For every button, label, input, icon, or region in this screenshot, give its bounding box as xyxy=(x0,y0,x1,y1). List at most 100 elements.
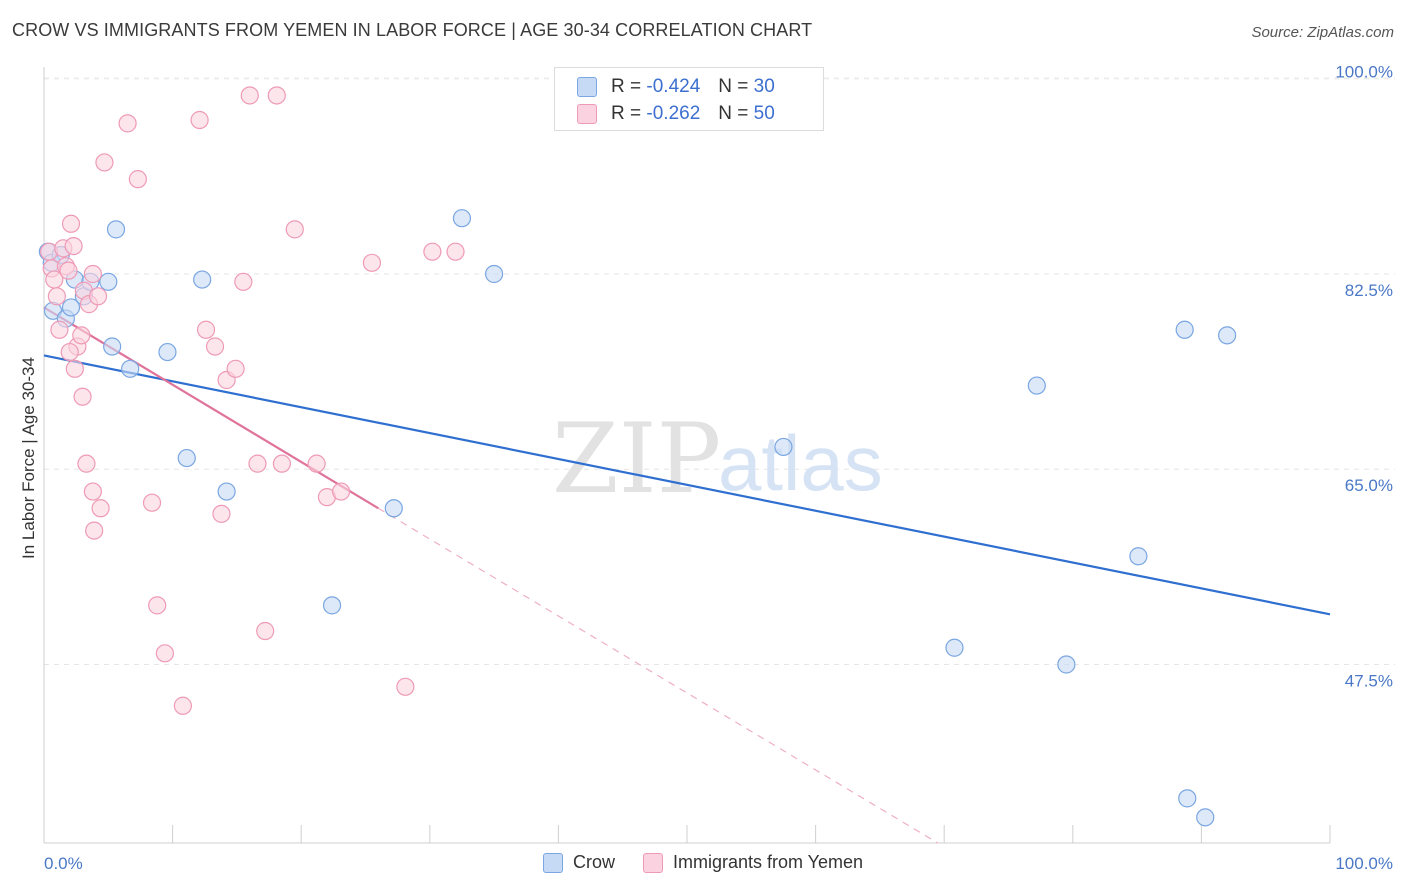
yemen-point xyxy=(190,110,209,130)
yemen-point xyxy=(205,337,225,356)
legend-n-value-crow: 30 xyxy=(753,76,775,97)
swatch-yemen xyxy=(642,852,663,873)
yemen-point xyxy=(212,504,231,523)
legend-r-label: R = xyxy=(611,103,642,124)
crow-point xyxy=(1027,376,1046,395)
crow-point xyxy=(1057,655,1076,674)
yemen-point xyxy=(61,214,81,233)
yemen-point xyxy=(72,326,91,345)
crow-point xyxy=(485,264,504,284)
yemen-point xyxy=(226,359,245,378)
yemen-point xyxy=(331,482,351,501)
yemen-point xyxy=(64,236,83,256)
legend-label-yemen: Immigrants from Yemen xyxy=(672,852,864,872)
legend-swatch-crow xyxy=(577,77,597,97)
legend-item-yemen: Immigrants from Yemen xyxy=(642,852,864,873)
legend-n-label: N = xyxy=(718,76,749,97)
yemen-point xyxy=(85,521,104,540)
source-label: Source: ZipAtlas.com xyxy=(1251,24,1394,41)
legend-item-crow: Crow xyxy=(542,852,615,873)
yemen-point xyxy=(362,253,382,272)
legend-n-value-yemen: 50 xyxy=(753,103,775,124)
crow-point xyxy=(452,209,472,228)
yemen-point xyxy=(307,454,326,473)
yemen-point xyxy=(77,454,96,473)
crow-point xyxy=(322,596,342,615)
crow-point xyxy=(61,298,81,317)
crow-point xyxy=(1175,320,1194,339)
watermark: ZIP atlas xyxy=(552,403,883,515)
yemen-point xyxy=(196,320,216,339)
crow-trend-line xyxy=(43,354,1331,616)
legend-r-value-yemen: -0.262 xyxy=(646,103,701,124)
crow-point xyxy=(103,337,122,356)
legend-n-label: N = xyxy=(718,103,749,124)
crow-point xyxy=(774,437,793,457)
crow-point xyxy=(945,638,964,657)
axes xyxy=(43,67,1331,844)
yemen-point xyxy=(91,499,110,518)
crow-point xyxy=(158,342,177,362)
yemen-point xyxy=(148,596,167,615)
yemen-point xyxy=(234,272,253,291)
y-axis-label: In Labor Force | Age 30-34 xyxy=(19,357,38,559)
chart-title: CROW VS IMMIGRANTS FROM YEMEN IN LABOR F… xyxy=(12,20,813,40)
yemen-point xyxy=(128,170,147,189)
yemen-point xyxy=(88,287,108,306)
yemen-point xyxy=(248,454,267,473)
y-tick-label: 82.5% xyxy=(1345,281,1393,300)
crow-point xyxy=(1129,547,1148,566)
legend-r-value-crow: -0.424 xyxy=(646,76,701,97)
y-tick-labels: 47.5% 65.0% 82.5% 100.0% xyxy=(1335,63,1393,691)
y-tick-label: 47.5% xyxy=(1345,671,1393,690)
crow-point xyxy=(177,448,196,468)
x-tick-label-max: 100.0% xyxy=(1335,854,1393,873)
crow-point xyxy=(217,482,236,501)
trend-lines xyxy=(43,306,1331,844)
yemen-point xyxy=(83,264,102,284)
y-tick-label: 65.0% xyxy=(1345,476,1393,495)
grid-lines xyxy=(44,77,1395,665)
yemen-point xyxy=(95,153,114,172)
yemen-point xyxy=(73,387,92,406)
x-tick-labels: 0.0% 100.0% xyxy=(44,854,1393,873)
yemen-point xyxy=(240,86,259,105)
yemen-trend-extension xyxy=(378,507,939,844)
yemen-point xyxy=(396,677,415,696)
legend-swatch-yemen xyxy=(577,104,597,124)
correlation-legend: R = -0.424 N = 30 R = -0.262 N = 50 xyxy=(554,67,824,131)
yemen-point xyxy=(173,696,192,715)
crow-point xyxy=(1178,789,1197,808)
crow-point xyxy=(99,272,118,291)
yemen-point xyxy=(446,242,465,261)
legend-row-yemen: R = -0.262 N = 50 xyxy=(577,102,775,126)
yemen-point xyxy=(285,220,304,239)
swatch-crow xyxy=(542,852,563,873)
yemen-point xyxy=(142,493,162,512)
legend-r-label: R = xyxy=(611,76,642,97)
watermark-zip: ZIP xyxy=(552,403,721,515)
watermark-atlas: atlas xyxy=(718,419,883,507)
yemen-point xyxy=(83,482,102,501)
yemen-point xyxy=(118,114,137,133)
yemen-point xyxy=(47,287,66,306)
yemen-point xyxy=(65,359,84,378)
yemen-point xyxy=(272,454,292,473)
series-legend: Crow Immigrants from Yemen xyxy=(0,852,1406,873)
crow-point xyxy=(384,499,403,518)
data-points xyxy=(38,86,1237,827)
crow-point xyxy=(1218,326,1237,345)
yemen-point xyxy=(50,320,69,339)
crow-point xyxy=(1196,808,1215,827)
yemen-point xyxy=(60,342,79,362)
yemen-point xyxy=(256,621,275,641)
yemen-point xyxy=(155,644,174,663)
legend-label-crow: Crow xyxy=(572,852,615,872)
yemen-point xyxy=(59,261,78,280)
crow-point xyxy=(106,220,126,239)
crow-point xyxy=(193,270,212,289)
legend-row-crow: R = -0.424 N = 30 xyxy=(577,75,775,99)
crow-point xyxy=(121,359,140,378)
yemen-trend-line xyxy=(43,306,379,510)
